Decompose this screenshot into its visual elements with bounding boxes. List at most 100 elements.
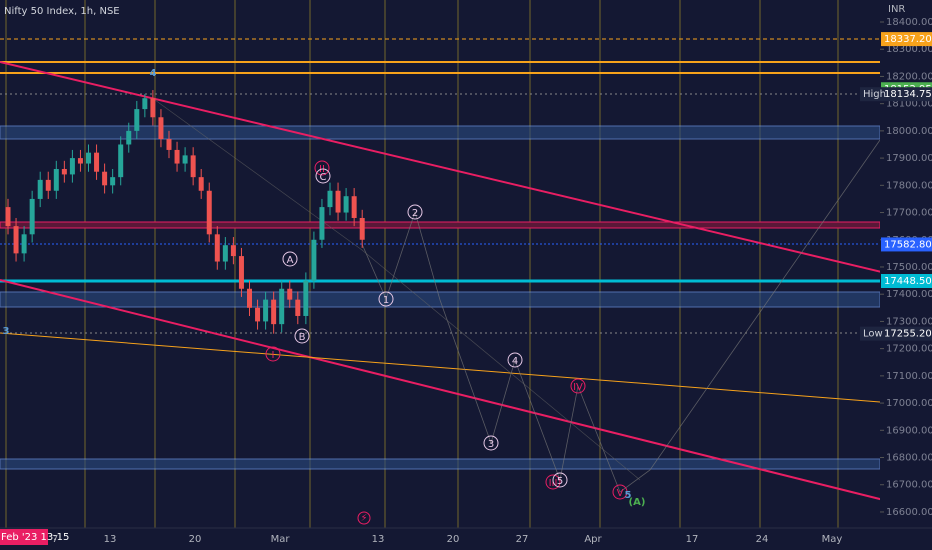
candle-body (77, 158, 83, 164)
wave-circle (612, 484, 628, 500)
price-tag (881, 32, 932, 47)
candle-body (29, 198, 35, 235)
price-tag-label: 18134.75 (884, 89, 932, 100)
time-label: Apr (584, 534, 602, 545)
candle-body (222, 245, 228, 262)
wave-label: 4 (512, 356, 518, 367)
price-label: 16800.00 (886, 453, 932, 464)
time-label: Mar (271, 534, 291, 545)
cursor-tag (0, 529, 48, 545)
price-label: 17300.00 (886, 316, 932, 327)
wave-label: 3 (488, 439, 494, 450)
wave-circle (545, 474, 561, 490)
candle-body (295, 299, 301, 316)
wave-circle (294, 328, 310, 344)
wave-label: A (287, 255, 294, 266)
candle-body (134, 109, 140, 131)
price-label: 18100.00 (886, 99, 932, 110)
wave-label: 1 (383, 295, 389, 306)
price-tag-label: 17255.20 (884, 329, 932, 340)
price-label: 17700.00 (886, 208, 932, 219)
price-label: 16900.00 (886, 425, 932, 436)
currency: INR (888, 4, 905, 15)
candle-body (174, 149, 180, 164)
price-tag-label: 17448.50 (884, 276, 932, 287)
candle-body (21, 234, 27, 254)
candle-body (110, 177, 116, 186)
wave-label: 5 (625, 490, 632, 501)
time-label: 13 (104, 534, 117, 545)
candle-body (359, 217, 365, 240)
wave-circle (507, 352, 523, 368)
note-label: High (863, 89, 886, 100)
price-label: 18300.00 (886, 44, 932, 55)
time-label: 7 (52, 534, 58, 545)
candle-body (86, 152, 91, 164)
wave-circle (483, 435, 499, 451)
candle-body (319, 207, 325, 240)
wave-circle (282, 251, 298, 267)
candle-body (102, 171, 108, 186)
candle-body (45, 179, 51, 191)
candle-body (303, 280, 309, 316)
wave-circle (265, 346, 281, 362)
wave-label: III (549, 478, 558, 489)
wave-circle (314, 160, 330, 176)
candle-body (126, 130, 132, 145)
candle-body (13, 226, 19, 254)
candle-body (198, 177, 204, 191)
wave-circle (378, 291, 394, 307)
wave-label: 5 (557, 476, 563, 487)
wave-label: V (617, 488, 624, 499)
candle-body (5, 207, 11, 227)
svg-text:⚡: ⚡ (360, 513, 367, 524)
price-label: 17200.00 (886, 344, 932, 355)
wave-label: IV (573, 382, 583, 393)
candle-body (335, 190, 341, 213)
wave-label: (A) (629, 497, 646, 508)
note-box (860, 326, 881, 341)
cursor-label: Feb '23 13:15 (1, 532, 69, 543)
price-tag (881, 87, 932, 102)
price-label: 18200.00 (886, 71, 932, 82)
candle-body (142, 98, 148, 110)
candle-body (351, 196, 357, 218)
price-label: 17000.00 (886, 398, 932, 409)
candle-body (158, 117, 164, 140)
candle-body (271, 299, 277, 325)
time-label: 20 (189, 534, 202, 545)
price-label: 16600.00 (886, 507, 932, 518)
candle-body (182, 155, 188, 164)
candle-body (37, 179, 43, 199)
wave-circle (552, 472, 568, 488)
price-tag (881, 273, 932, 288)
candle-body (53, 168, 59, 191)
price-label: 18400.00 (886, 17, 932, 28)
price-label: 17100.00 (886, 371, 932, 382)
price-tag (881, 326, 932, 341)
time-label: 13 (372, 534, 385, 545)
note-box (860, 87, 881, 102)
candle-body (61, 168, 67, 175)
wave-label: I (272, 350, 275, 361)
time-label: 17 (686, 534, 699, 545)
wave-label: 3 (3, 326, 10, 337)
wave-circle (570, 378, 586, 394)
price-label: 17800.00 (886, 180, 932, 191)
candle-body (206, 190, 212, 235)
wave-label: 2 (412, 208, 418, 219)
wave-label: 4 (150, 68, 157, 79)
price-tag-label: 18337.20 (884, 34, 932, 45)
time-label: 20 (447, 534, 460, 545)
price-tag-label: 17582.80 (884, 239, 932, 250)
candle-body (118, 144, 124, 178)
time-label: 27 (516, 534, 529, 545)
candle-body (214, 234, 220, 262)
candle-body (343, 196, 349, 213)
candle-body (327, 190, 333, 208)
price-tag (881, 237, 932, 252)
wave-label: C (320, 172, 327, 183)
candle-body (263, 299, 269, 322)
